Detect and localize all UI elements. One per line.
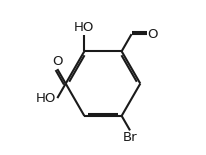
Text: O: O xyxy=(52,55,63,68)
Text: O: O xyxy=(147,28,158,41)
Text: HO: HO xyxy=(36,92,57,105)
Text: HO: HO xyxy=(74,21,95,34)
Text: Br: Br xyxy=(123,131,137,144)
